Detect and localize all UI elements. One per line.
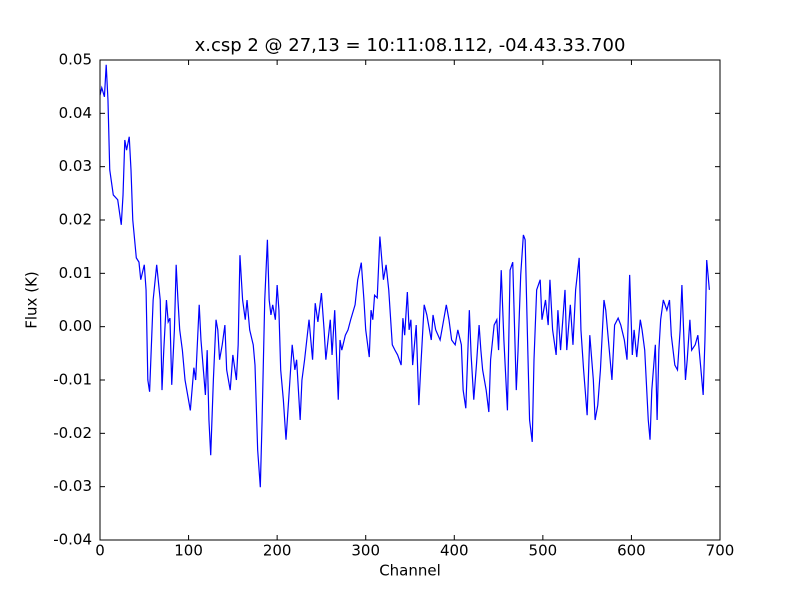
y-tick-label: -0.02 (53, 424, 92, 442)
x-tick-label: 0 (95, 542, 105, 560)
x-tick-label: 300 (351, 542, 380, 560)
y-tick-label: 0.05 (59, 51, 92, 69)
x-axis-label: Channel (379, 562, 441, 580)
x-tick-label: 600 (617, 542, 646, 560)
x-tick-label: 400 (440, 542, 469, 560)
y-tick-label: 0.04 (59, 104, 92, 122)
y-tick-label: -0.03 (53, 477, 92, 495)
data-line (99, 64, 710, 488)
plot-frame (99, 59, 721, 541)
x-tick-label: 200 (263, 542, 292, 560)
y-tick-label: 0.00 (59, 317, 92, 335)
y-tick-label: 0.02 (59, 211, 92, 229)
x-tick-label: 100 (174, 542, 203, 560)
x-tick-label: 500 (529, 542, 558, 560)
chart-title: x.csp 2 @ 27,13 = 10:11:08.112, -04.43.3… (195, 35, 626, 56)
y-tick-label: 0.03 (59, 157, 92, 175)
y-tick-label: 0.01 (59, 264, 92, 282)
y-axis-label: Flux (K) (23, 271, 41, 329)
x-tick-label: 700 (706, 542, 735, 560)
y-tick-label: -0.04 (53, 531, 92, 549)
y-tick-label: -0.01 (53, 371, 92, 389)
